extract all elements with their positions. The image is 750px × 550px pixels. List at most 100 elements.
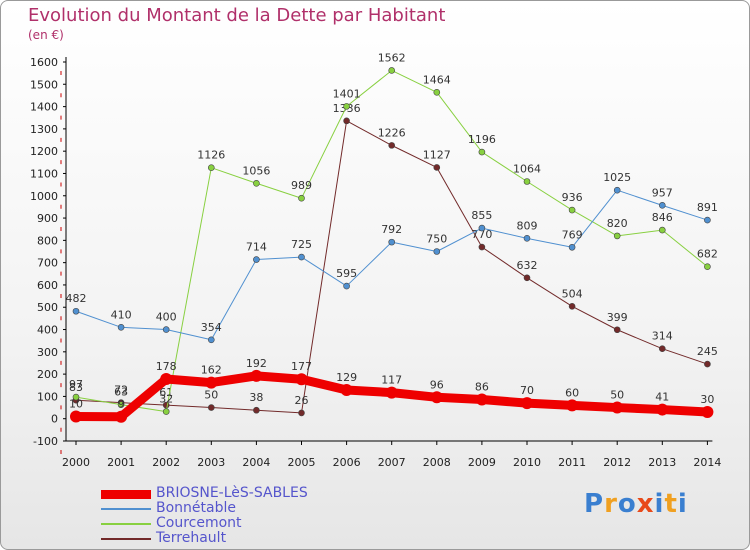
data-label-briosne-l-s-sables: 192 — [246, 357, 267, 370]
data-point-courcemont — [298, 194, 305, 202]
data-label-courcemont: 1562 — [378, 51, 406, 64]
data-point-bonn-table — [343, 282, 350, 290]
data-label-briosne-l-s-sables: 70 — [520, 384, 534, 397]
data-label-briosne-l-s-sables: 129 — [336, 371, 357, 384]
data-point-briosne-l-s-sables — [250, 369, 263, 382]
data-point-courcemont — [208, 164, 215, 171]
data-label-bonn-table: 809 — [517, 219, 538, 232]
data-label-courcemont: 846 — [652, 211, 673, 224]
x-tick-label: 2003 — [197, 456, 225, 469]
data-label-terrehault: 1127 — [423, 148, 451, 161]
data-point-briosne-l-s-sables — [430, 391, 443, 404]
data-point-bonn-table — [388, 238, 396, 246]
data-label-bonn-table: 482 — [66, 292, 87, 305]
x-tick-label: 2005 — [288, 456, 316, 469]
y-tick-label: 100 — [37, 390, 58, 403]
x-tick-label: 2007 — [378, 456, 406, 469]
data-label-briosne-l-s-sables: 30 — [700, 393, 714, 406]
data-label-terrehault: 245 — [697, 345, 718, 358]
data-label-briosne-l-s-sables: 60 — [565, 386, 579, 399]
data-label-bonn-table: 354 — [201, 321, 222, 334]
data-point-terrehault — [658, 345, 666, 353]
data-label-courcemont: 1196 — [468, 133, 496, 146]
legend-swatch-terrehault — [101, 538, 151, 540]
y-tick-label: 400 — [37, 324, 58, 337]
data-point-bonn-table — [478, 224, 486, 232]
data-label-briosne-l-s-sables: 41 — [655, 391, 669, 404]
data-label-terrehault: 38 — [249, 391, 263, 404]
x-tick-label: 2010 — [513, 456, 541, 469]
legend-label-terrehault: Terrehault — [156, 530, 227, 546]
data-label-courcemont: 1056 — [242, 164, 270, 177]
data-label-courcemont: 820 — [607, 217, 628, 230]
data-point-briosne-l-s-sables — [295, 373, 308, 386]
data-label-courcemont: 936 — [562, 191, 583, 204]
data-point-bonn-table — [298, 253, 305, 261]
data-label-courcemont: 97 — [69, 378, 83, 391]
data-label-courcemont: 682 — [697, 248, 718, 261]
data-label-bonn-table: 595 — [336, 267, 357, 280]
data-point-terrehault — [433, 164, 441, 171]
data-point-courcemont — [568, 206, 576, 214]
data-point-bonn-table — [208, 336, 215, 344]
data-point-terrehault — [298, 409, 305, 417]
data-label-briosne-l-s-sables: 86 — [475, 381, 489, 394]
x-tick-label: 2011 — [558, 456, 586, 469]
y-tick-label: 800 — [37, 234, 58, 247]
data-label-terrehault: 632 — [517, 259, 538, 272]
x-tick-label: 2000 — [62, 456, 90, 469]
logo-letter: o — [617, 489, 637, 519]
data-point-terrehault — [253, 406, 260, 414]
data-point-bonn-table — [72, 307, 80, 315]
data-point-bonn-table — [658, 202, 666, 209]
data-label-courcemont: 1126 — [197, 149, 225, 162]
data-label-terrehault: 61 — [159, 386, 173, 399]
chart-title: Evolution du Montant de la Dette par Hab… — [28, 5, 446, 26]
data-point-courcemont — [704, 263, 711, 270]
y-tick-label: 900 — [37, 212, 58, 225]
y-tick-label: 1600 — [30, 56, 58, 69]
data-label-bonn-table: 855 — [471, 209, 492, 222]
data-point-terrehault — [704, 360, 711, 368]
data-label-courcemont: 63 — [114, 386, 128, 399]
data-label-courcemont: 1401 — [333, 87, 361, 100]
y-tick-label: 700 — [37, 257, 58, 270]
data-point-courcemont — [613, 232, 621, 240]
data-label-briosne-l-s-sables: 117 — [381, 374, 402, 387]
y-tick-label: 1000 — [30, 190, 58, 203]
data-point-courcemont — [433, 89, 441, 96]
data-label-bonn-table: 725 — [291, 238, 312, 251]
data-point-terrehault — [613, 326, 621, 334]
y-tick-label: 1500 — [30, 78, 58, 91]
data-point-courcemont — [72, 393, 80, 401]
logo-letter: t — [664, 489, 678, 519]
data-point-briosne-l-s-sables — [385, 386, 398, 399]
data-label-courcemont: 32 — [159, 393, 173, 406]
data-point-bonn-table — [162, 326, 170, 333]
data-point-bonn-table — [568, 243, 576, 251]
data-label-briosne-l-s-sables: 178 — [156, 360, 177, 373]
data-point-briosne-l-s-sables — [160, 373, 173, 386]
logo-letter: i — [654, 489, 665, 519]
legend-swatch-bonn-table — [101, 508, 151, 510]
y-tick-label: 1300 — [30, 123, 58, 136]
logo-letter: x — [636, 489, 655, 519]
data-label-briosne-l-s-sables: 96 — [430, 378, 444, 391]
legend-label-courcemont: Courcemont — [156, 515, 242, 531]
data-point-courcemont — [343, 103, 350, 110]
data-label-bonn-table: 957 — [652, 186, 673, 199]
y-tick-label: 500 — [37, 301, 58, 314]
x-tick-label: 2006 — [333, 456, 361, 469]
data-point-briosne-l-s-sables — [115, 410, 128, 423]
data-point-bonn-table — [433, 248, 441, 255]
data-point-briosne-l-s-sables — [70, 410, 82, 423]
data-label-bonn-table: 792 — [381, 223, 402, 236]
logo-letter: i — [677, 489, 688, 519]
data-point-briosne-l-s-sables — [611, 401, 624, 414]
y-tick-label: 0 — [51, 413, 58, 426]
data-label-briosne-l-s-sables: 50 — [610, 389, 624, 402]
data-point-briosne-l-s-sables — [566, 399, 579, 412]
data-point-terrehault — [478, 243, 486, 251]
x-tick-label: 2002 — [152, 456, 180, 469]
y-tick-label: -100 — [33, 435, 58, 448]
